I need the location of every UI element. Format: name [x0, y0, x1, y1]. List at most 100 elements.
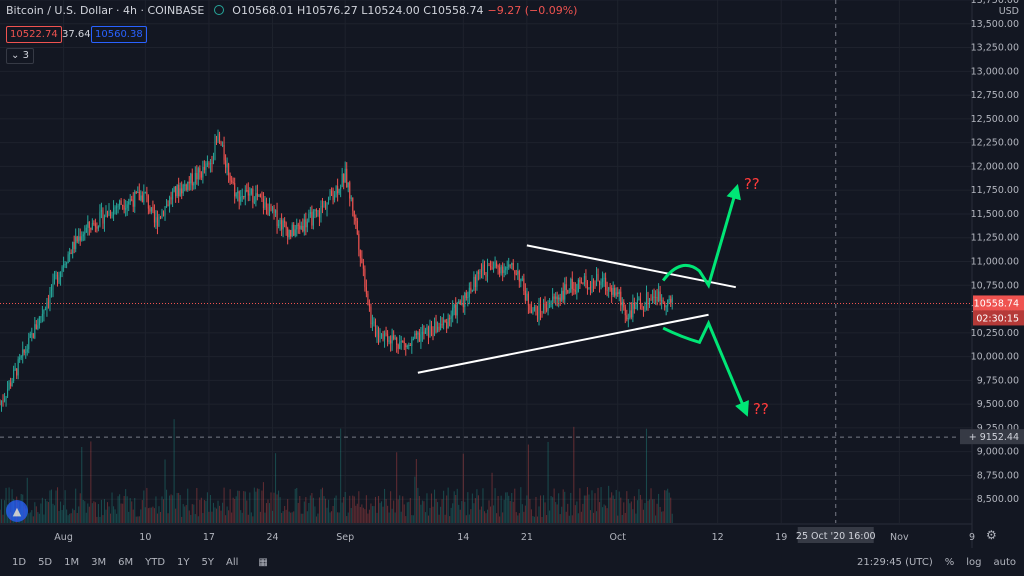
volume-bar [459, 509, 461, 523]
clock-label[interactable]: 21:29:45 (UTC) [857, 556, 933, 568]
volume-bar [411, 515, 413, 523]
candle-body [443, 320, 445, 326]
timeframe-1d[interactable]: 1D [12, 556, 27, 568]
volume-bar [303, 501, 305, 523]
volume-bar [103, 499, 105, 523]
volume-bar [341, 502, 343, 523]
candle-body [255, 193, 257, 202]
candle-body [459, 301, 461, 305]
candle-body [650, 298, 652, 300]
volume-bar [399, 495, 401, 523]
volume-bar [644, 503, 646, 523]
timeframe-1m[interactable]: 1M [64, 556, 80, 568]
log-toggle[interactable]: log [966, 556, 982, 568]
volume-bar [138, 516, 140, 523]
volume-bar [229, 489, 231, 523]
volume-bar [305, 497, 307, 523]
volume-bar [234, 498, 236, 523]
volume-bar [573, 426, 575, 523]
trendline-drawings[interactable]: ???? [417, 175, 769, 418]
bottom-toolbar: 1D 5D 1M 3M 6M YTD 1Y 5Y All ▦ 21:29:45 … [0, 548, 1024, 576]
volume-bar [162, 499, 165, 523]
candle-body [349, 182, 351, 199]
volume-bar [271, 510, 274, 523]
candle-body [458, 301, 460, 304]
timeframe-ytd[interactable]: YTD [145, 556, 166, 568]
candle-body [222, 145, 224, 147]
candle-body [152, 207, 154, 212]
volume-bar [441, 499, 443, 523]
candle-body [583, 276, 585, 284]
volume-bar [420, 504, 422, 523]
date-range-icon[interactable]: ▦ [258, 556, 268, 568]
volume-bar [82, 499, 84, 523]
candle-body [667, 300, 669, 307]
volume-bar [72, 508, 74, 523]
candle-body [450, 316, 452, 319]
volume-bar [635, 513, 637, 523]
volume-bar [244, 491, 246, 523]
timeframe-1y[interactable]: 1Y [177, 556, 190, 568]
candle-body [406, 345, 408, 348]
candle-body [102, 209, 104, 224]
volume-bar [143, 490, 145, 523]
volume-bar [314, 506, 316, 523]
candle-body [411, 339, 413, 346]
volume-bar [493, 505, 495, 523]
volume-bar [424, 512, 426, 523]
symbol-title[interactable]: Bitcoin / U.S. Dollar · 4h · COINBASE [6, 3, 205, 17]
volume-bar [438, 514, 440, 523]
volume-bar [252, 516, 254, 523]
volume-bar [655, 515, 657, 523]
candle-body [94, 223, 96, 227]
volume-bar [299, 496, 301, 523]
candle-body [190, 173, 192, 184]
volume-bar [70, 513, 72, 523]
auto-toggle[interactable]: auto [993, 556, 1016, 568]
crosshair-time-tag [797, 527, 874, 543]
candle-body [670, 299, 672, 303]
volume-bar [668, 492, 670, 523]
candle-body [376, 330, 378, 336]
timeframe-5y[interactable]: 5Y [201, 556, 215, 568]
candle-body [23, 349, 25, 353]
timeframe-3m[interactable]: 3M [91, 556, 107, 568]
buy-price-button[interactable]: 10560.38 [91, 26, 147, 43]
price-axis[interactable]: 8,500.00 8,750.00 9,000.00 9,250.00 9,500.00… [960, 0, 1024, 548]
percent-toggle[interactable]: % [944, 556, 955, 568]
volume-bar [558, 493, 560, 523]
volume-bar [568, 515, 570, 523]
tradingview-logo-icon[interactable]: ▲ [6, 500, 28, 522]
indicators-toggle[interactable]: ⌄ 3 [6, 48, 34, 64]
candle-body [159, 217, 162, 219]
candle-body [393, 335, 395, 339]
volume-bar [412, 515, 414, 523]
time-axis[interactable]: Aug 10 17 24 Sep 14 21 Oct 12 19 Nov 9 25 Oct '20 16… [0, 523, 975, 543]
volume-bar [219, 505, 221, 523]
volume-bar [223, 487, 225, 523]
timeframe-6m[interactable]: 6M [118, 556, 134, 568]
gear-icon[interactable]: ⚙ [986, 528, 997, 542]
candle-body [69, 252, 71, 255]
time-tick-label: 19 [775, 532, 787, 543]
timeframe-5d[interactable]: 5D [38, 556, 53, 568]
volume-bar [579, 488, 581, 523]
volume-bar [618, 491, 620, 523]
volume-bar [576, 501, 578, 523]
candle-body [303, 219, 305, 232]
sell-price-button[interactable]: 10522.74 [6, 26, 62, 43]
candle-body [2, 400, 4, 402]
volume-bar [433, 489, 436, 523]
candle-body [141, 195, 143, 203]
candle-body [299, 225, 301, 230]
volume-bar [52, 503, 54, 523]
volume-bar [297, 502, 299, 523]
candle-body [296, 224, 298, 230]
timeframe-all[interactable]: All [226, 556, 239, 568]
volume-bar [211, 511, 213, 523]
volume-bar [502, 512, 504, 523]
volume-bar [417, 487, 419, 523]
price-change: −9.27 (−0.09%) [487, 3, 578, 17]
volume-bar [114, 509, 116, 523]
